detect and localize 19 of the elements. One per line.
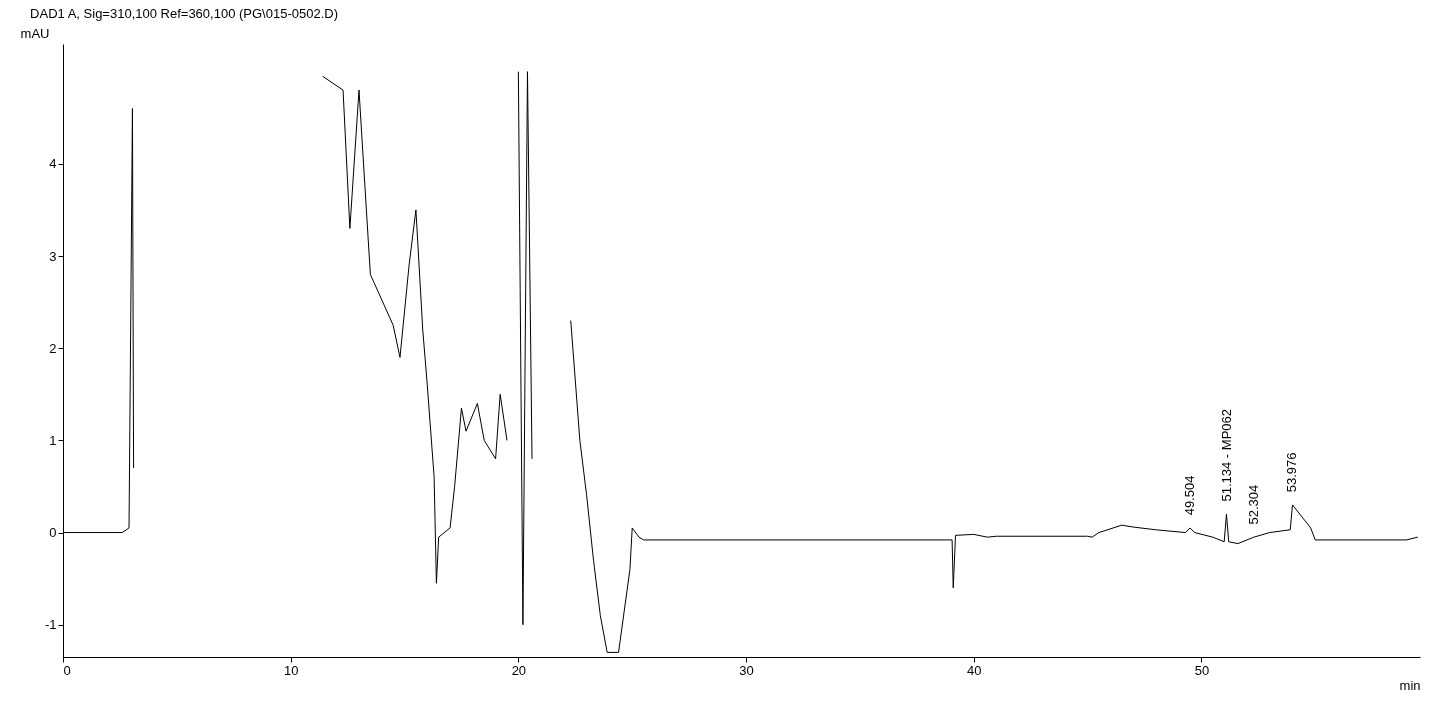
x-tick-label: 30	[739, 662, 754, 678]
x-axis-title: min	[1399, 677, 1421, 693]
annotation: 49.504	[1182, 475, 1198, 516]
y-tick-label: 1	[49, 432, 57, 448]
y-tick-label: 3	[49, 248, 57, 264]
x-tick-label: 40	[967, 662, 982, 678]
y-tick-label: -1	[44, 617, 57, 633]
x-tick-label: 20	[511, 662, 527, 678]
x-tick-label: 10	[283, 662, 299, 678]
x-tick-label: 0	[63, 662, 71, 678]
annotation: 53.976	[1283, 452, 1299, 493]
y-tick-label: 0	[49, 525, 57, 541]
annotation: 52.304	[1245, 484, 1261, 525]
y-tick-label: 4	[49, 156, 57, 172]
y-axis-title: mAU	[20, 25, 50, 41]
chart-title: DAD1 A, Sig=310,100 Ref=360,100 (PG\015-0502.D)	[30, 6, 338, 21]
x-tick-label: 50	[1194, 662, 1210, 678]
annotation: 51.134 - MP062	[1219, 409, 1235, 502]
y-tick-label: 2	[49, 340, 57, 356]
